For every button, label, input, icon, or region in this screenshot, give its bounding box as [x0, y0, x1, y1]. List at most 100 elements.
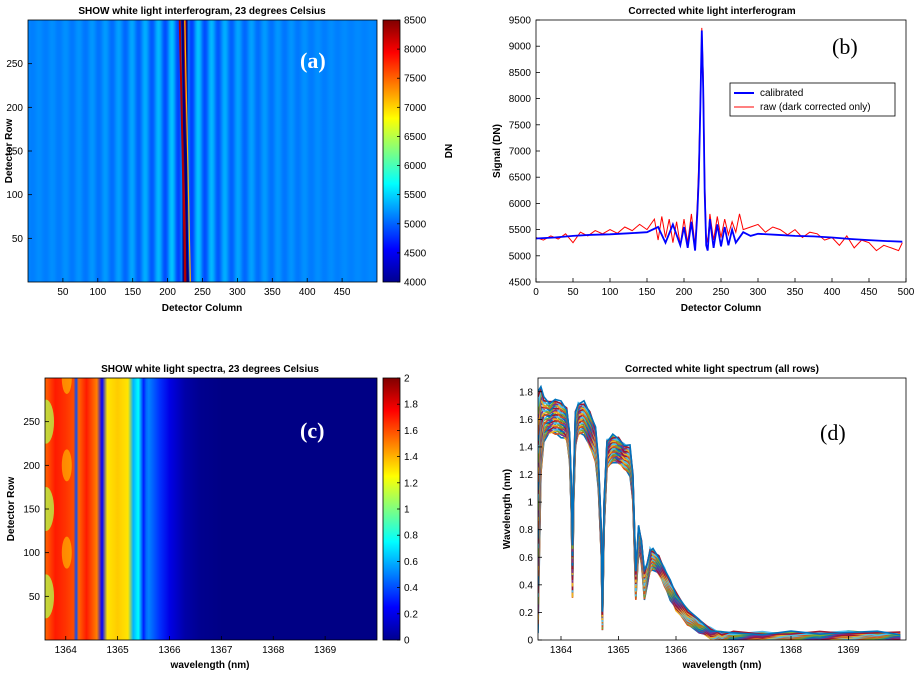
- panel-a-colorbar-tick-label-4: 6000: [404, 161, 427, 172]
- panel-d-ytick-label-8: 1.6: [519, 415, 533, 426]
- panel-b: Corrected white light interferogram 0 50 1…: [492, 6, 915, 314]
- panel-a-xtick-label-3: 200: [159, 287, 176, 298]
- panel-d-ticks: 1364 1365 1366 1367 1368 1369 0 0.2 0.4 0.6 0.8 1 1.…: [519, 387, 860, 656]
- panel-d-ytick-label-4: 0.8: [519, 525, 533, 536]
- panel-b-ytick-label-1: 5000: [509, 251, 532, 262]
- panel-b-legend: calibrated raw (dark corrected only): [729, 82, 896, 117]
- panel-d-title: Corrected white light spectrum (all rows…: [625, 364, 819, 375]
- panel-c-colorbar-tick-label-4: 0.8: [404, 531, 418, 542]
- panel-a-colorbar-tick-label-3: 5500: [404, 190, 427, 201]
- panel-c-edge-blob-0: [45, 574, 55, 619]
- panel-c-colorbar-tick-label-5: 1: [404, 505, 410, 516]
- panel-a-colorbar-tick-label-5: 6500: [404, 132, 427, 143]
- panel-a-colorbar-tick-label-6: 7000: [404, 103, 427, 114]
- panel-c-ytick-label-2: 150: [23, 505, 40, 516]
- panel-a-xtick-label-6: 350: [264, 287, 281, 298]
- panel-b-ticks: 0 50 100 150 200 250 300 350 400 450 500 4500 5000 55…: [509, 16, 915, 299]
- panel-b-ytick-label-6: 7500: [509, 120, 532, 131]
- panel-c-colorbar-tick-label-2: 0.4: [404, 583, 418, 594]
- panel-a-ytick-label-0: 50: [12, 234, 24, 245]
- panel-b-ytick-label-2: 5500: [509, 225, 532, 236]
- panel-a-image: [28, 20, 377, 282]
- panel-a-colorbar-tick-label-9: 8500: [404, 16, 427, 27]
- panel-c-colorbar-tick-label-9: 1.8: [404, 400, 418, 411]
- panel-b-ytick-label-3: 6000: [509, 199, 532, 210]
- panel-b-series-calibrated: [536, 30, 903, 251]
- panel-a-colorbar-tick-label-2: 5000: [404, 219, 427, 230]
- panel-b-ytick-label-7: 8000: [509, 94, 532, 105]
- panel-d-xtick-label-2: 1366: [665, 645, 688, 656]
- panel-d-xtick-label-3: 1367: [722, 645, 745, 656]
- panel-d-ytick-label-7: 1.4: [519, 442, 533, 453]
- panel-d-row-spectrum-35: [538, 384, 901, 636]
- panel-b-legend-box: [729, 82, 896, 117]
- panel-a-xtick-label-5: 300: [229, 287, 246, 298]
- panel-c-ytick-label-4: 250: [23, 417, 40, 428]
- panel-a-colorbar-tick-label-1: 4500: [404, 248, 427, 259]
- panel-c-colorbar-tick-label-6: 1.2: [404, 478, 418, 489]
- panel-c-xtick-label-4: 1368: [262, 645, 285, 656]
- panel-c-ytick-label-0: 50: [29, 592, 41, 603]
- panel-c-row-overlay: [45, 378, 72, 619]
- panel-d-xtick-label-5: 1369: [837, 645, 860, 656]
- panel-c-xlabel: wavelength (nm): [170, 660, 250, 671]
- panel-b-xtick-label-1: 50: [567, 287, 579, 298]
- panel-b-xtick-label-3: 150: [639, 287, 656, 298]
- panel-b-ytick-label-8: 8500: [509, 68, 532, 79]
- panel-d-ytick-label-0: 0: [527, 636, 533, 647]
- panel-c-image: [45, 378, 377, 640]
- panel-a-xlabel: Detector Column: [162, 303, 243, 314]
- panel-c-edge-blob-2: [45, 399, 55, 444]
- panel-d-series: [538, 384, 901, 640]
- panel-a-title: SHOW white light interferogram, 23 degre…: [78, 6, 326, 17]
- panel-a-fringe-overlay: [178, 20, 191, 282]
- panel-b-legend-calibrated: calibrated: [760, 88, 803, 99]
- panel-a-colorbar-tick-label-7: 7500: [404, 74, 427, 85]
- panel-d-ytick-label-2: 0.4: [519, 580, 533, 591]
- panel-b-xtick-label-2: 100: [602, 287, 619, 298]
- panel-c-xtick-label-0: 1364: [55, 645, 78, 656]
- panel-b-ytick-label-0: 4500: [509, 278, 532, 289]
- panel-b-xtick-label-4: 200: [676, 287, 693, 298]
- panel-a-xtick-label-8: 450: [334, 287, 351, 298]
- panel-c-label: (c): [300, 418, 324, 443]
- panel-c-xtick-label-1: 1365: [107, 645, 130, 656]
- panel-a-fringe-dark: [181, 20, 189, 282]
- panel-c-colorbar-tick-label-0: 0: [404, 636, 410, 647]
- panel-c-xtick-label-2: 1366: [158, 645, 181, 656]
- panel-d-xtick-label-0: 1364: [550, 645, 573, 656]
- panel-b-label: (b): [832, 34, 858, 59]
- panel-c-xtick-label-3: 1367: [210, 645, 233, 656]
- panel-c-colorbar-tick-label-1: 0.2: [404, 609, 418, 620]
- panel-a-ytick-label-1: 100: [6, 190, 23, 201]
- panel-c-ylabel: Detector Row: [6, 477, 17, 542]
- panel-d-xtick-label-1: 1365: [607, 645, 630, 656]
- panel-c-ytick-label-3: 200: [23, 461, 40, 472]
- panel-b-xtick-label-7: 350: [787, 287, 804, 298]
- panel-a-xtick-label-4: 250: [194, 287, 211, 298]
- panel-d-plot-area: [538, 378, 906, 640]
- panel-d-ytick-label-9: 1.8: [519, 387, 533, 398]
- panel-c-inner-blob-2: [61, 378, 72, 394]
- panel-c-ytick-label-1: 100: [23, 548, 40, 559]
- panel-c: SHOW white light spectra, 23 degrees Cel…: [6, 364, 418, 671]
- panel-d-label: (d): [820, 420, 846, 445]
- panel-a-label: (a): [300, 48, 326, 73]
- panel-b-xtick-label-0: 0: [533, 287, 539, 298]
- panel-c-inner-blob-1: [61, 449, 72, 482]
- panel-d-xtick-label-4: 1368: [780, 645, 803, 656]
- panel-a-colorbar-tick-label-0: 4000: [404, 278, 427, 289]
- panel-b-ytick-label-10: 9500: [509, 16, 532, 27]
- panel-c-xtick-label-5: 1369: [314, 645, 337, 656]
- panel-b-xtick-label-6: 300: [750, 287, 767, 298]
- panel-c-edge-blob-1: [45, 487, 55, 531]
- panel-a-ytick-label-3: 200: [6, 103, 23, 114]
- panel-b-xtick-label-10: 500: [898, 287, 915, 298]
- panel-b-xlabel: Detector Column: [681, 303, 762, 314]
- panel-c-colorbar-tick-label-8: 1.6: [404, 426, 418, 437]
- panel-c-colorbar-tick-label-10: 2: [404, 374, 410, 385]
- panel-a-colorbar-ticks: 4000 4500 5000 5500 6000 6500 7000 7500 8000 8500: [397, 16, 427, 289]
- panel-d-xlabel: wavelength (nm): [682, 660, 762, 671]
- panel-a-xtick-label-0: 50: [57, 287, 69, 298]
